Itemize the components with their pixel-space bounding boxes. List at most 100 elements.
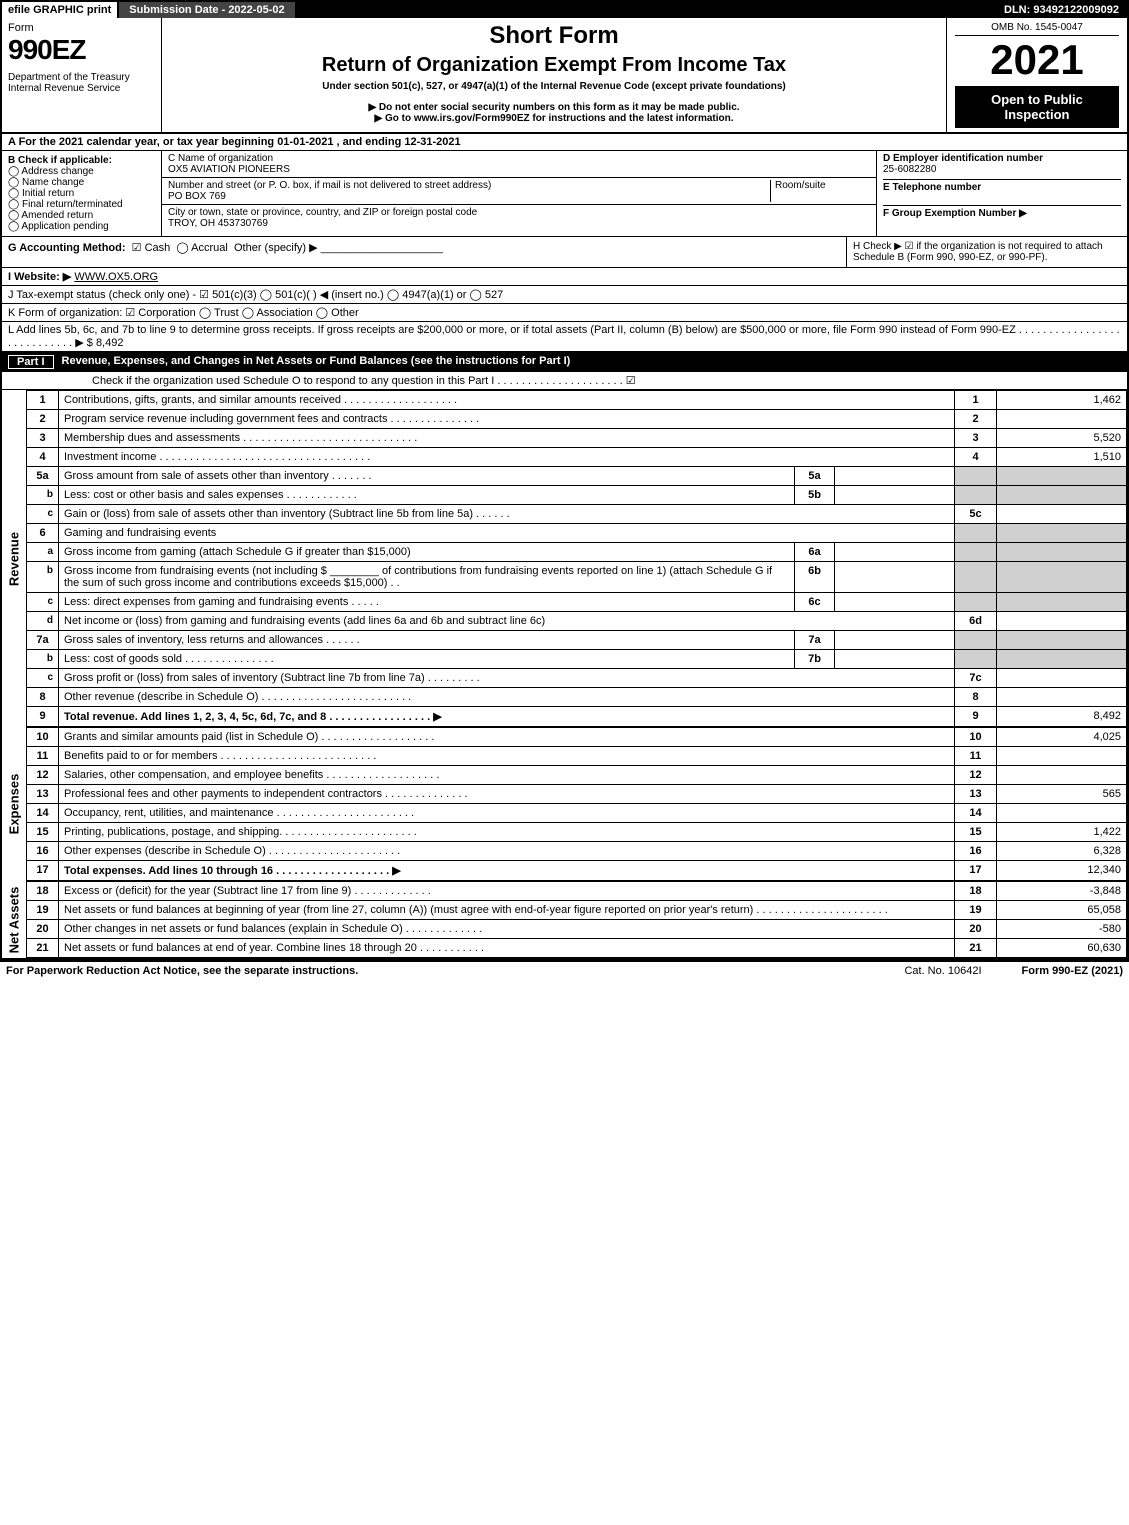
k-line: K Form of organization: ☑ Corporation ◯ … — [2, 304, 1127, 322]
chk-application-pending[interactable]: Application pending — [8, 221, 109, 232]
l-amount: 8,492 — [96, 337, 124, 349]
line-6-shade2 — [997, 524, 1127, 543]
line-1-desc: Contributions, gifts, grants, and simila… — [59, 391, 955, 410]
website-line: I Website: ▶ WWW.OX5.ORG — [2, 268, 1127, 286]
line-16-num: 16 — [27, 842, 59, 861]
chk-cash[interactable]: Cash — [132, 242, 171, 254]
line-4-num: 4 — [27, 448, 59, 467]
line-18-amt: -3,848 — [997, 882, 1127, 901]
room-label: Room/suite — [775, 180, 826, 191]
dln-label: DLN: 93492122009092 — [996, 2, 1127, 18]
j-line: J Tax-exempt status (check only one) - ☑… — [2, 286, 1127, 304]
revenue-side-label: Revenue — [2, 390, 26, 727]
line-13-desc: Professional fees and other payments to … — [59, 785, 955, 804]
line-13-box: 13 — [955, 785, 997, 804]
line-20-desc: Other changes in net assets or fund bala… — [59, 920, 955, 939]
line-5b-shade — [955, 486, 997, 505]
line-4-desc: Investment income . . . . . . . . . . . … — [59, 448, 955, 467]
line-20-num: 20 — [27, 920, 59, 939]
line-19-box: 19 — [955, 901, 997, 920]
line-7c-num: c — [27, 669, 59, 688]
line-7b-desc: Less: cost of goods sold . . . . . . . .… — [59, 650, 795, 669]
line-20-box: 20 — [955, 920, 997, 939]
line-6c-shade2 — [997, 593, 1127, 612]
line-15-amt: 1,422 — [997, 823, 1127, 842]
expenses-side-label: Expenses — [2, 727, 26, 881]
chk-amended-return[interactable]: Amended return — [8, 210, 93, 221]
line-6d-box: 6d — [955, 612, 997, 631]
line-6a-desc: Gross income from gaming (attach Schedul… — [59, 543, 795, 562]
line-10-desc: Grants and similar amounts paid (list in… — [59, 728, 955, 747]
line-12-desc: Salaries, other compensation, and employ… — [59, 766, 955, 785]
line-8-num: 8 — [27, 688, 59, 707]
line-3-desc: Membership dues and assessments . . . . … — [59, 429, 955, 448]
line-7b-ibox: 7b — [795, 650, 835, 669]
website-value[interactable]: WWW.OX5.ORG — [74, 271, 158, 283]
line-18-box: 18 — [955, 882, 997, 901]
line-6-num: 6 — [27, 524, 59, 543]
line-7a-ibox: 7a — [795, 631, 835, 650]
line-21-amt: 60,630 — [997, 939, 1127, 958]
line-5a-desc: Gross amount from sale of assets other t… — [59, 467, 795, 486]
line-5b-shade2 — [997, 486, 1127, 505]
line-6b-num: b — [27, 562, 59, 593]
line-2-num: 2 — [27, 410, 59, 429]
line-5a-shade — [955, 467, 997, 486]
line-6c-desc: Less: direct expenses from gaming and fu… — [59, 593, 795, 612]
line-5b-desc: Less: cost or other basis and sales expe… — [59, 486, 795, 505]
line-3-num: 3 — [27, 429, 59, 448]
line-13-amt: 565 — [997, 785, 1127, 804]
city-value: TROY, OH 453730769 — [168, 218, 268, 229]
line-13-num: 13 — [27, 785, 59, 804]
line-6b-ibox: 6b — [795, 562, 835, 593]
line-5a-num: 5a — [27, 467, 59, 486]
efile-label[interactable]: efile GRAPHIC print — [2, 2, 119, 18]
line-15-desc: Printing, publications, postage, and shi… — [59, 823, 955, 842]
chk-name-change[interactable]: Name change — [8, 177, 84, 188]
org-name: OX5 AVIATION PIONEERS — [168, 164, 290, 175]
chk-address-change[interactable]: Address change — [8, 166, 94, 177]
line-5b-ival — [835, 486, 955, 505]
chk-accrual[interactable]: Accrual — [176, 242, 227, 254]
line-8-box: 8 — [955, 688, 997, 707]
d-label: D Employer identification number — [883, 153, 1043, 164]
line-14-amt — [997, 804, 1127, 823]
i-label: I Website: ▶ — [8, 271, 71, 283]
line-2-amt — [997, 410, 1127, 429]
line-5c-desc: Gain or (loss) from sale of assets other… — [59, 505, 955, 524]
line-9-amt: 8,492 — [997, 707, 1127, 727]
line-6c-shade — [955, 593, 997, 612]
c-name-label: C Name of organization — [168, 153, 273, 164]
line-14-desc: Occupancy, rent, utilities, and maintena… — [59, 804, 955, 823]
f-label: F Group Exemption Number ▶ — [883, 208, 1027, 219]
line-12-num: 12 — [27, 766, 59, 785]
line-6c-ibox: 6c — [795, 593, 835, 612]
line-3-box: 3 — [955, 429, 997, 448]
chk-initial-return[interactable]: Initial return — [8, 188, 74, 199]
e-label: E Telephone number — [883, 182, 981, 193]
line-6d-desc: Net income or (loss) from gaming and fun… — [59, 612, 955, 631]
other-specify: Other (specify) ▶ — [234, 242, 318, 254]
main-title: Return of Organization Exempt From Incom… — [172, 54, 936, 77]
line-6a-num: a — [27, 543, 59, 562]
line-3-amt: 5,520 — [997, 429, 1127, 448]
subtitle: Under section 501(c), 527, or 4947(a)(1)… — [172, 81, 936, 92]
line-5a-ibox: 5a — [795, 467, 835, 486]
line-7b-shade2 — [997, 650, 1127, 669]
line-19-desc: Net assets or fund balances at beginning… — [59, 901, 955, 920]
street-value: PO BOX 769 — [168, 191, 226, 202]
part1-title: Revenue, Expenses, and Changes in Net As… — [62, 355, 571, 369]
dept-label: Department of the Treasury — [8, 72, 155, 83]
g-label: G Accounting Method: — [8, 242, 126, 254]
line-11-desc: Benefits paid to or for members . . . . … — [59, 747, 955, 766]
section-a: A For the 2021 calendar year, or tax yea… — [2, 134, 1127, 151]
city-label: City or town, state or province, country… — [168, 207, 477, 218]
line-6c-ival — [835, 593, 955, 612]
chk-final-return[interactable]: Final return/terminated — [8, 199, 123, 210]
goto-link[interactable]: ▶ Go to www.irs.gov/Form990EZ for instru… — [172, 113, 936, 124]
revenue-section: Revenue 1Contributions, gifts, grants, a… — [2, 390, 1127, 727]
line-11-amt — [997, 747, 1127, 766]
line-16-desc: Other expenses (describe in Schedule O) … — [59, 842, 955, 861]
line-10-amt: 4,025 — [997, 728, 1127, 747]
line-7c-desc: Gross profit or (loss) from sales of inv… — [59, 669, 955, 688]
